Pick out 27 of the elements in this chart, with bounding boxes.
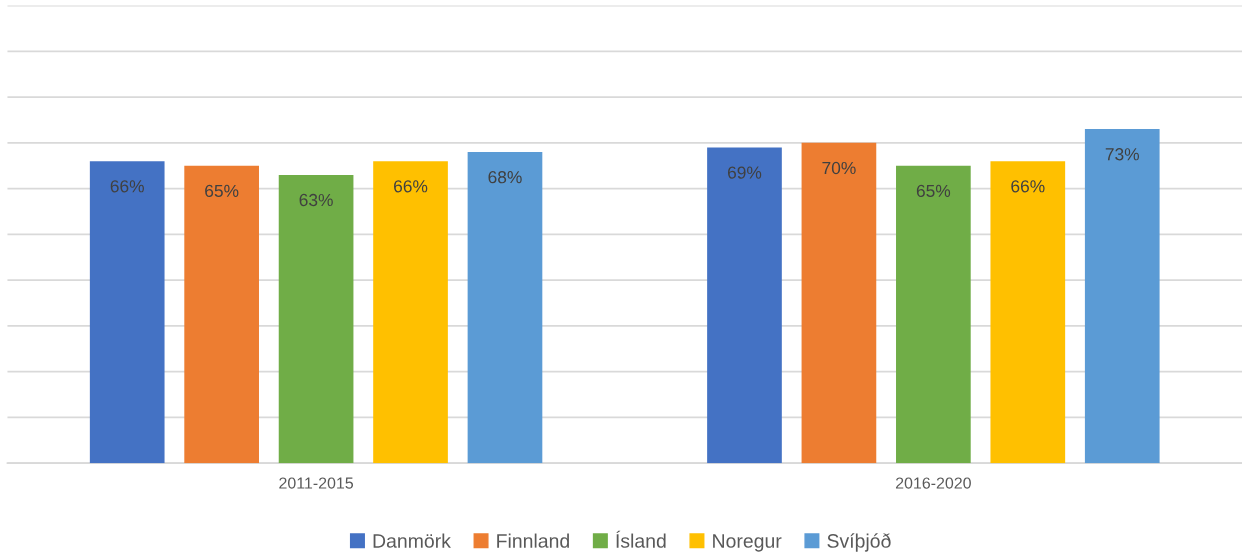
legend-label: Noregur [713, 534, 782, 552]
legend-label: Svíþjóð [827, 533, 891, 552]
legend-label: Danmörk [373, 533, 451, 548]
x-tick-label: 2016-2020 [895, 477, 971, 489]
bar [990, 161, 1066, 464]
bar [184, 165, 259, 464]
bar [707, 147, 782, 464]
data-label: 66% [110, 180, 144, 193]
legend-label: Ísland [616, 530, 666, 548]
data-label: 63% [299, 193, 333, 207]
bar [89, 161, 165, 464]
bar [1084, 129, 1160, 464]
data-label: 73% [1105, 148, 1140, 161]
data-label: 68% [488, 171, 522, 184]
bar [373, 161, 448, 464]
data-label: 70% [822, 161, 856, 175]
bar [896, 165, 971, 464]
bar [467, 152, 543, 464]
data-label: 65% [916, 184, 951, 198]
data-label: 66% [394, 180, 428, 193]
bar [278, 174, 354, 464]
legend-label: Finnland [497, 533, 569, 548]
x-tick-label: 2011-2015 [279, 477, 354, 489]
data-label: 69% [727, 166, 762, 179]
data-label: 66% [1011, 180, 1045, 193]
bar [801, 142, 877, 464]
data-label: 65% [205, 184, 239, 198]
